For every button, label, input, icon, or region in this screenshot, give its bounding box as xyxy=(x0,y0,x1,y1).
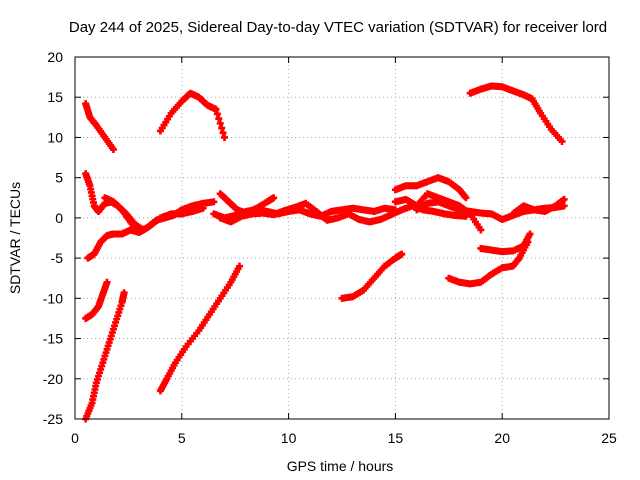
data-point xyxy=(398,250,406,258)
data-point xyxy=(526,230,534,238)
series-arc-p xyxy=(338,250,406,302)
x-tick-label: 25 xyxy=(601,430,617,446)
data-point xyxy=(216,119,224,127)
data-point xyxy=(270,194,278,202)
y-tick-label: -10 xyxy=(43,290,63,306)
series-arc-r xyxy=(82,289,128,423)
series-arc-m xyxy=(509,195,568,218)
data-point xyxy=(221,133,229,141)
series-group xyxy=(82,82,568,423)
y-tick-label: 10 xyxy=(47,129,63,145)
series-arc-b xyxy=(156,89,229,141)
data-point xyxy=(120,289,128,297)
x-tick-label: 0 xyxy=(71,430,79,446)
data-point xyxy=(219,129,227,137)
grid xyxy=(75,57,609,419)
x-axis-label: GPS time / hours xyxy=(287,458,394,474)
data-point xyxy=(199,204,207,212)
ticks: 0 5 10 15 20 25 20 15 10 5 0 -5 -10 -15 -20 -25 xyxy=(43,49,617,446)
x-tick-label: 20 xyxy=(494,430,510,446)
series-arc-a xyxy=(82,100,117,154)
y-tick-label: 0 xyxy=(55,210,63,226)
y-tick-label: 20 xyxy=(47,49,63,65)
series-arc-o xyxy=(445,238,532,288)
data-point xyxy=(560,202,568,210)
data-point xyxy=(213,110,221,118)
x-tick-label: 5 xyxy=(178,430,186,446)
series-arc-f xyxy=(101,194,207,236)
series-arc-i xyxy=(216,190,278,217)
y-tick-label: -15 xyxy=(43,331,63,347)
data-point xyxy=(524,238,532,246)
y-tick-label: 15 xyxy=(47,89,63,105)
data-point xyxy=(235,262,243,270)
chart-title: Day 244 of 2025, Sidereal Day-to-day VTE… xyxy=(69,19,607,36)
y-tick-label: -25 xyxy=(43,411,63,427)
data-point xyxy=(215,115,223,123)
series-arc-c xyxy=(466,82,566,145)
data-point xyxy=(477,226,485,234)
series-arc-j xyxy=(391,174,470,202)
x-tick-label: 15 xyxy=(388,430,404,446)
data-point xyxy=(212,105,220,113)
y-tick-label: -20 xyxy=(43,371,63,387)
plot-frame xyxy=(74,56,610,420)
series-arc-q xyxy=(82,278,111,322)
data-point xyxy=(462,194,470,202)
data-point xyxy=(558,137,566,145)
data-point xyxy=(210,198,218,206)
series-arc-s xyxy=(156,262,243,395)
data-point xyxy=(218,124,226,132)
x-tick-label: 10 xyxy=(281,430,297,446)
y-tick-label: -5 xyxy=(51,250,64,266)
y-axis-label: SDTVAR / TECUs xyxy=(7,182,23,294)
data-point xyxy=(103,278,111,286)
data-point xyxy=(560,195,568,203)
y-tick-label: 5 xyxy=(55,170,63,186)
data-point xyxy=(109,146,117,154)
